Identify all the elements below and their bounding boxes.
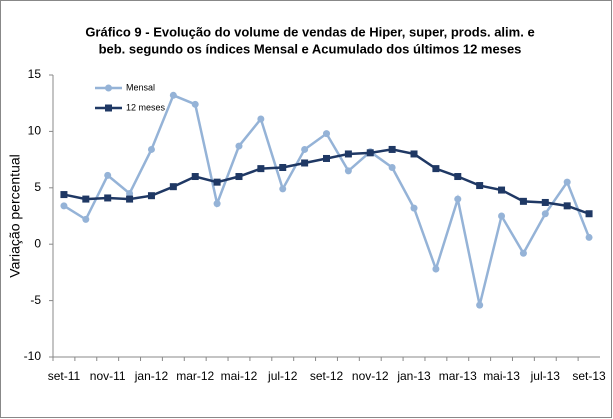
point (344, 167, 352, 175)
point (235, 173, 243, 181)
point (104, 194, 112, 202)
point (82, 215, 90, 223)
legend-label: 12 meses (126, 102, 166, 112)
point (432, 265, 440, 273)
point (585, 233, 593, 241)
point (432, 165, 440, 173)
point (585, 210, 593, 218)
point (519, 197, 527, 205)
point (105, 84, 112, 92)
point (126, 189, 134, 197)
y-tick-label: -10 (24, 349, 42, 363)
x-tick-label: set-13 (572, 369, 606, 383)
point (169, 91, 177, 99)
y-tick-label: -5 (30, 293, 41, 307)
point (104, 171, 112, 179)
point (410, 150, 418, 158)
point (454, 195, 462, 203)
x-tick-label: jul-13 (530, 369, 561, 383)
point (105, 104, 112, 112)
point (60, 191, 68, 199)
y-tick-label: 15 (28, 67, 42, 81)
point (498, 212, 506, 220)
x-tick-label: jan-12 (134, 369, 169, 383)
point (541, 198, 549, 206)
x-tick-label: jul-12 (267, 369, 298, 383)
point (279, 163, 287, 171)
point (476, 301, 484, 309)
point (476, 182, 484, 190)
y-tick-label: 5 (34, 180, 41, 194)
x-tick-label: mar-13 (439, 369, 477, 383)
point (410, 204, 418, 212)
y-axis-label: Variação percentual (7, 154, 23, 277)
point (301, 145, 309, 153)
y-tick-label: 10 (28, 124, 42, 138)
x-tick-label: jan-13 (396, 369, 431, 383)
point (213, 200, 221, 208)
x-tick-label: nov-11 (90, 369, 126, 383)
point (279, 185, 287, 193)
point (257, 115, 265, 123)
point (147, 192, 155, 200)
point (498, 186, 506, 194)
point (169, 183, 177, 191)
point (301, 159, 309, 167)
point (454, 173, 462, 181)
point (191, 173, 199, 181)
x-tick-label: set-12 (310, 369, 344, 383)
x-tick-label: nov-12 (352, 369, 389, 383)
point (323, 130, 330, 138)
point (563, 178, 571, 186)
x-tick-label: mar-12 (176, 369, 214, 383)
point (235, 142, 243, 150)
point (563, 202, 571, 210)
point (126, 195, 134, 203)
point (388, 145, 396, 153)
legend-label: Mensal (126, 82, 155, 92)
point (541, 210, 549, 218)
x-tick-label: mai-13 (483, 369, 520, 383)
x-tick-label: set-11 (48, 369, 81, 383)
y-tick-label: 0 (34, 236, 41, 250)
point (191, 100, 199, 108)
point (82, 195, 90, 203)
chart-title: beb. segundo os índices Mensal e Acumula… (99, 41, 522, 56)
point (388, 163, 396, 171)
point (213, 178, 221, 186)
point (344, 150, 352, 158)
point (147, 145, 155, 153)
point (60, 202, 68, 210)
x-tick-label: mai-12 (221, 369, 258, 383)
point (257, 165, 265, 173)
point (323, 154, 330, 162)
point (519, 249, 527, 257)
point (366, 149, 374, 157)
chart-title: Gráfico 9 - Evolução do volume de vendas… (85, 24, 534, 39)
